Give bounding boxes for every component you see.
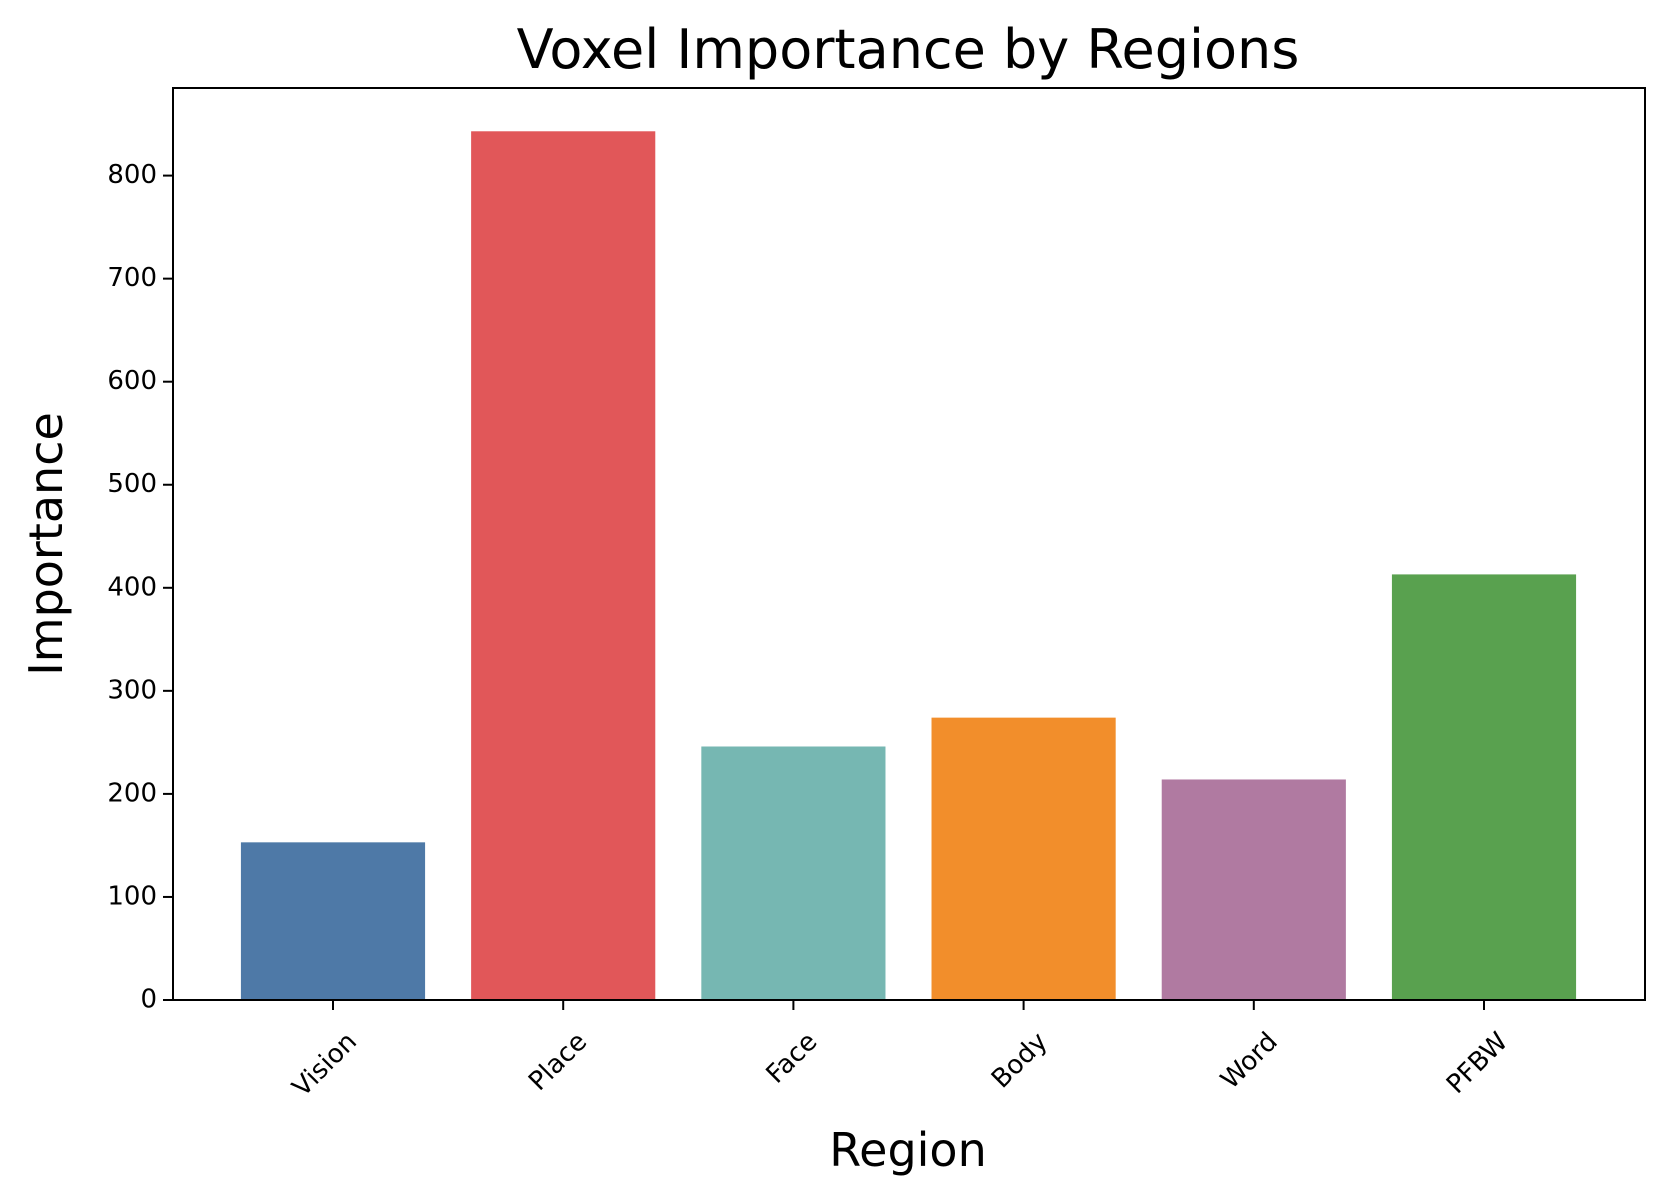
y-tick-label: 100 [107, 881, 157, 911]
y-tick-label: 800 [107, 160, 157, 190]
y-tick-label: 200 [107, 778, 157, 808]
y-tick-label: 600 [107, 366, 157, 396]
bar-word [1161, 779, 1346, 1000]
y-axis-label: Importance [19, 412, 73, 676]
x-tick-label: Vision [287, 1027, 363, 1103]
bar-place [471, 131, 656, 1000]
bar-face [701, 746, 886, 1000]
y-tick-label: 300 [107, 675, 157, 705]
y-tick-label: 0 [140, 985, 157, 1015]
y-tick-label: 500 [107, 469, 157, 499]
x-tick-label: Face [761, 1027, 824, 1090]
y-axis-ticks: 0 100 200 300 400 500 600 700 800 [107, 160, 173, 1015]
plot-area-frame [172, 87, 1646, 1001]
y-tick-label: 700 [107, 263, 157, 293]
x-tick-label: Word [1215, 1027, 1283, 1095]
x-tick-label: Place [523, 1027, 593, 1097]
bars-group [240, 131, 1577, 1000]
bar-pfbw [1391, 574, 1577, 1000]
bar-body [931, 717, 1116, 1000]
x-tick-label: PFBW [1441, 1027, 1514, 1100]
chart-title: Voxel Importance by Regions [517, 18, 1300, 81]
x-tick-label: Body [986, 1027, 1054, 1095]
x-axis-ticks: Vision Place Face Body Word PFBW [287, 1000, 1514, 1103]
bar-vision [240, 842, 426, 1000]
x-axis-label: Region [829, 1123, 986, 1177]
y-tick-label: 400 [107, 572, 157, 602]
